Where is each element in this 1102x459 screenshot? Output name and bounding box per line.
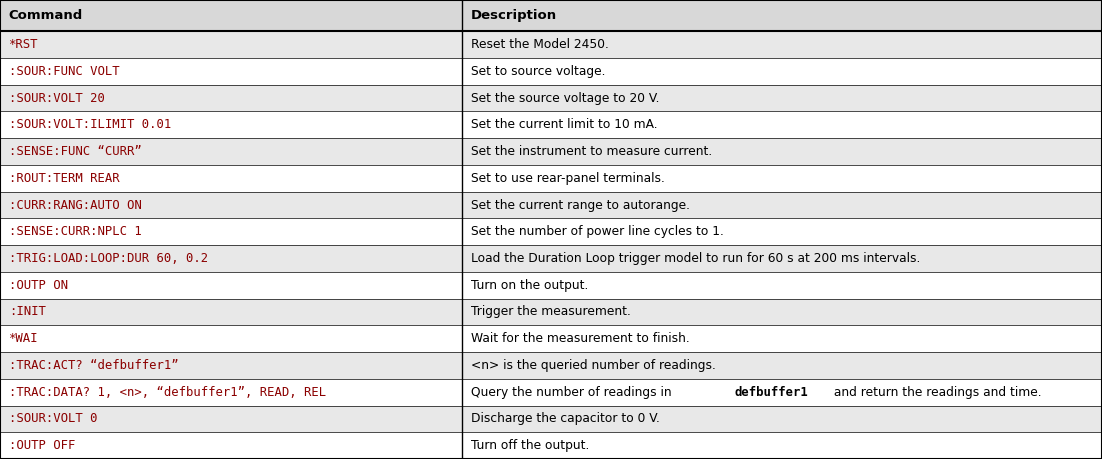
Text: :SOUR:FUNC VOLT: :SOUR:FUNC VOLT — [9, 65, 119, 78]
Text: Description: Description — [471, 9, 557, 22]
Text: :ROUT:TERM REAR: :ROUT:TERM REAR — [9, 172, 119, 185]
Text: :TRAC:DATA? 1, <n>, “defbuffer1”, READ, REL: :TRAC:DATA? 1, <n>, “defbuffer1”, READ, … — [9, 386, 326, 399]
Text: Set the current limit to 10 mA.: Set the current limit to 10 mA. — [471, 118, 658, 131]
Text: Command: Command — [9, 9, 83, 22]
Bar — [0, 138, 1102, 165]
Text: :OUTP ON: :OUTP ON — [9, 279, 68, 292]
Text: Set the instrument to measure current.: Set the instrument to measure current. — [471, 145, 712, 158]
Bar — [0, 192, 1102, 218]
Bar — [0, 352, 1102, 379]
Text: Set to use rear-panel terminals.: Set to use rear-panel terminals. — [471, 172, 665, 185]
Text: and return the readings and time.: and return the readings and time. — [830, 386, 1041, 399]
Text: Reset the Model 2450.: Reset the Model 2450. — [471, 38, 608, 51]
Bar — [0, 31, 1102, 58]
Text: :TRIG:LOAD:LOOP:DUR 60, 0.2: :TRIG:LOAD:LOOP:DUR 60, 0.2 — [9, 252, 208, 265]
Bar — [0, 58, 1102, 84]
Text: *RST: *RST — [9, 38, 39, 51]
Text: *WAI: *WAI — [9, 332, 39, 345]
Text: Set the current range to autorange.: Set the current range to autorange. — [471, 198, 690, 212]
Bar — [0, 112, 1102, 138]
Text: <n> is the queried number of readings.: <n> is the queried number of readings. — [471, 359, 715, 372]
Bar — [0, 245, 1102, 272]
Text: Query the number of readings in: Query the number of readings in — [471, 386, 676, 399]
Bar — [0, 432, 1102, 459]
Bar — [0, 0, 1102, 31]
Text: Set the source voltage to 20 V.: Set the source voltage to 20 V. — [471, 91, 659, 105]
Bar — [0, 325, 1102, 352]
Text: Turn off the output.: Turn off the output. — [471, 439, 590, 452]
Text: :SENSE:FUNC “CURR”: :SENSE:FUNC “CURR” — [9, 145, 141, 158]
Text: Load the Duration Loop trigger model to run for 60 s at 200 ms intervals.: Load the Duration Loop trigger model to … — [471, 252, 920, 265]
Text: defbuffer1: defbuffer1 — [735, 386, 809, 399]
Bar — [0, 165, 1102, 192]
Bar — [0, 84, 1102, 112]
Text: :SOUR:VOLT 0: :SOUR:VOLT 0 — [9, 412, 97, 425]
Text: :CURR:RANG:AUTO ON: :CURR:RANG:AUTO ON — [9, 198, 141, 212]
Text: :SOUR:VOLT:ILIMIT 0.01: :SOUR:VOLT:ILIMIT 0.01 — [9, 118, 171, 131]
Bar — [0, 298, 1102, 325]
Text: :OUTP OFF: :OUTP OFF — [9, 439, 75, 452]
Text: Set the number of power line cycles to 1.: Set the number of power line cycles to 1… — [471, 225, 724, 238]
Text: Turn on the output.: Turn on the output. — [471, 279, 588, 292]
Text: Discharge the capacitor to 0 V.: Discharge the capacitor to 0 V. — [471, 412, 660, 425]
Text: :SOUR:VOLT 20: :SOUR:VOLT 20 — [9, 91, 105, 105]
Bar — [0, 379, 1102, 406]
Text: Wait for the measurement to finish.: Wait for the measurement to finish. — [471, 332, 690, 345]
Text: :SENSE:CURR:NPLC 1: :SENSE:CURR:NPLC 1 — [9, 225, 141, 238]
Text: :TRAC:ACT? “defbuffer1”: :TRAC:ACT? “defbuffer1” — [9, 359, 179, 372]
Bar — [0, 218, 1102, 245]
Text: Trigger the measurement.: Trigger the measurement. — [471, 305, 630, 319]
Bar — [0, 272, 1102, 299]
Text: :INIT: :INIT — [9, 305, 45, 319]
Bar — [0, 406, 1102, 432]
Text: Set to source voltage.: Set to source voltage. — [471, 65, 605, 78]
